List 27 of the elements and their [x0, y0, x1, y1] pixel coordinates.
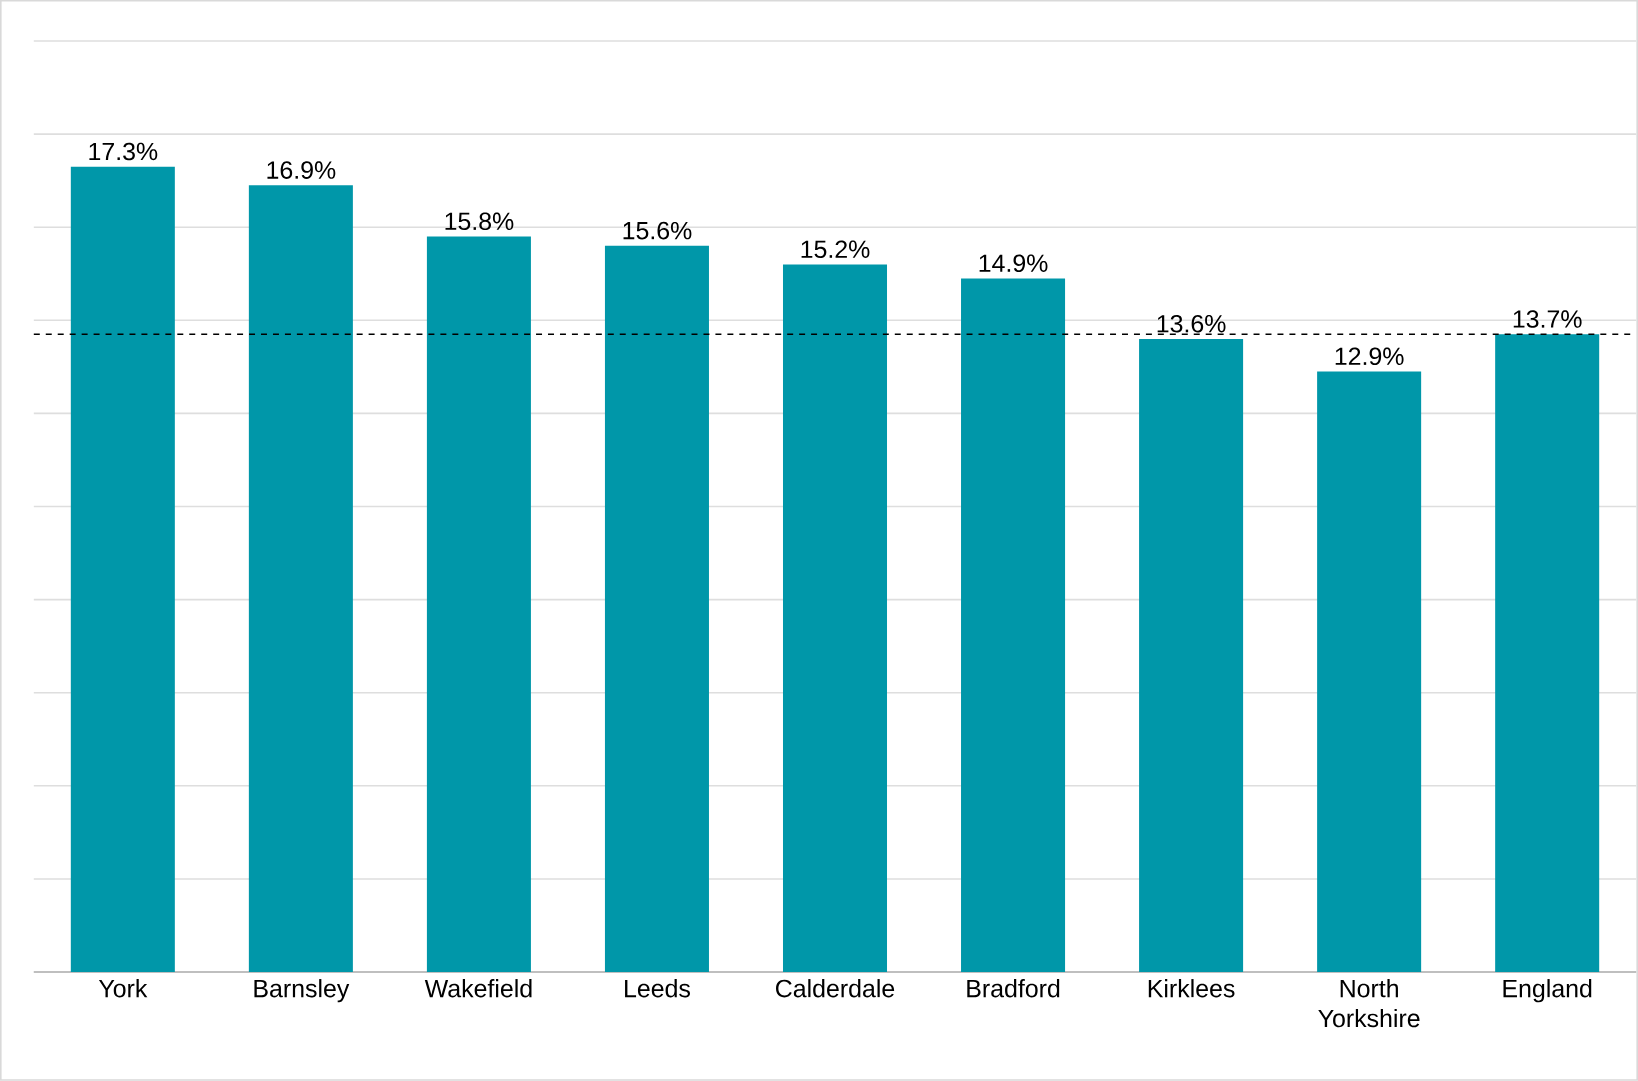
bar	[1495, 334, 1600, 973]
x-tick-label: Calderdale	[776, 979, 895, 998]
data-label: 14.9%	[979, 254, 1048, 273]
data-label: 15.8%	[445, 212, 514, 231]
data-label: 12.9%	[1335, 347, 1404, 366]
bar	[70, 166, 175, 973]
bar	[782, 264, 888, 973]
data-label: 13.6%	[1157, 314, 1226, 333]
x-tick-label: Leeds	[625, 979, 690, 998]
x-tick-label: Kirklees	[1148, 979, 1235, 998]
x-tick-label: England	[1503, 979, 1592, 1003]
bar	[426, 236, 531, 973]
bar	[248, 185, 353, 973]
x-tick-label: York	[98, 979, 148, 998]
data-label: 16.9%	[267, 161, 336, 179]
bar	[1139, 338, 1244, 973]
data-label: 13.7%	[1513, 310, 1582, 328]
x-tick-label: Barnsley	[254, 979, 350, 1003]
x-tick-label: Wakefield	[424, 979, 532, 998]
bar	[1317, 371, 1422, 973]
data-label: 17.3%	[89, 142, 158, 161]
x-tick-label: North Yorkshire	[1318, 979, 1420, 1028]
data-label: 15.2%	[801, 240, 870, 259]
x-tick-label: Bradford	[967, 979, 1060, 998]
bar	[604, 245, 709, 973]
bar	[961, 278, 1066, 973]
data-label: 15.6%	[623, 221, 692, 240]
